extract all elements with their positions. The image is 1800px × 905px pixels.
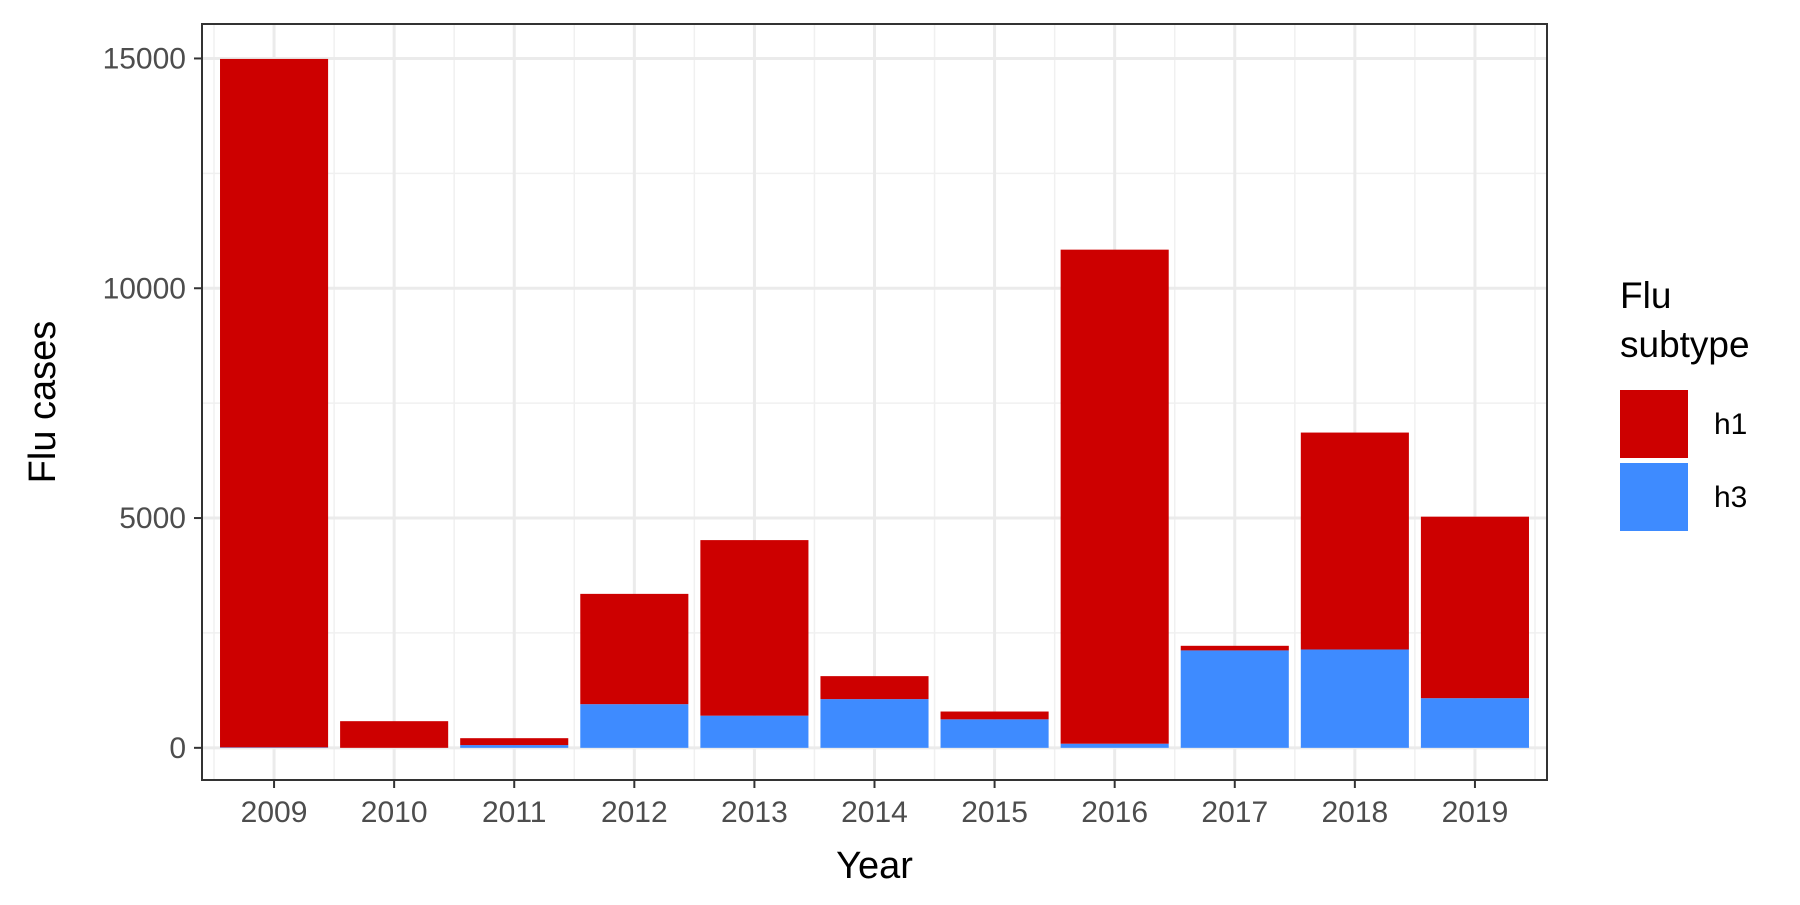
bar-h3-2019 xyxy=(1421,698,1529,748)
bar-h1-2019 xyxy=(1421,517,1529,699)
bar-h1-2015 xyxy=(941,712,1049,720)
bar-h1-2018 xyxy=(1301,433,1409,650)
bar-h3-2016 xyxy=(1061,744,1169,748)
bar-h1-2016 xyxy=(1061,250,1169,744)
bar-h3-2014 xyxy=(820,699,928,748)
x-tick-label: 2013 xyxy=(721,796,788,829)
legend-title-line-2: subtype xyxy=(1620,324,1750,365)
bar-h1-2011 xyxy=(460,738,568,745)
legend-key-h1 xyxy=(1620,390,1688,458)
x-tick-label: 2018 xyxy=(1321,796,1388,829)
legend-key-h3 xyxy=(1620,463,1688,531)
legend-title-line-1: Flu xyxy=(1620,275,1671,316)
x-tick-label: 2011 xyxy=(482,796,547,829)
bar-h1-2013 xyxy=(700,540,808,716)
bar-h1-2010 xyxy=(340,721,448,748)
x-tick-label: 2016 xyxy=(1081,796,1148,829)
y-tick-label: 5000 xyxy=(119,502,186,535)
x-tick-label: 2014 xyxy=(841,796,908,829)
bar-h1-2009 xyxy=(220,59,328,747)
legend-label-h3: h3 xyxy=(1714,481,1747,514)
legend-label-h1: h1 xyxy=(1714,408,1747,441)
x-tick-label: 2015 xyxy=(961,796,1028,829)
bar-h1-2017 xyxy=(1181,646,1289,651)
x-axis-title: Year xyxy=(836,845,913,887)
x-tick-label: 2019 xyxy=(1442,796,1509,829)
y-tick-label: 15000 xyxy=(103,42,186,75)
bar-h1-2012 xyxy=(580,594,688,704)
y-axis-title: Flu cases xyxy=(22,321,64,484)
bar-h3-2015 xyxy=(941,719,1049,747)
bar-h3-2013 xyxy=(700,716,808,748)
x-tick-label: 2012 xyxy=(601,796,668,829)
bar-h3-2011 xyxy=(460,745,568,748)
bar-h1-2014 xyxy=(820,676,928,699)
bar-h3-2018 xyxy=(1301,649,1409,747)
x-tick-label: 2010 xyxy=(361,796,428,829)
x-tick-label: 2017 xyxy=(1201,796,1268,829)
bar-h3-2012 xyxy=(580,704,688,748)
bar-h3-2017 xyxy=(1181,650,1289,747)
x-tick-label: 2009 xyxy=(241,796,308,829)
y-tick-label: 10000 xyxy=(103,272,186,305)
y-tick-label: 0 xyxy=(169,732,186,765)
